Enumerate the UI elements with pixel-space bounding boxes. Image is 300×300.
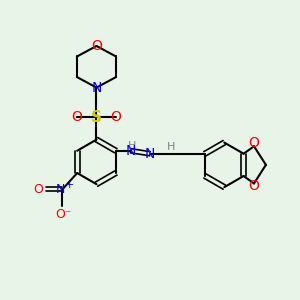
Text: N: N	[145, 147, 155, 161]
Text: N: N	[125, 144, 136, 158]
Text: O: O	[72, 110, 83, 124]
Text: N: N	[91, 81, 102, 94]
Text: H: H	[167, 142, 175, 152]
Text: N: N	[56, 183, 65, 196]
Text: O: O	[249, 179, 260, 194]
Text: O: O	[110, 110, 121, 124]
Text: H: H	[128, 141, 136, 151]
Text: +: +	[65, 180, 74, 190]
Text: S: S	[91, 110, 102, 125]
Text: O: O	[34, 183, 44, 196]
Text: O⁻: O⁻	[56, 208, 72, 221]
Text: O: O	[249, 136, 260, 150]
Text: O: O	[91, 39, 102, 53]
